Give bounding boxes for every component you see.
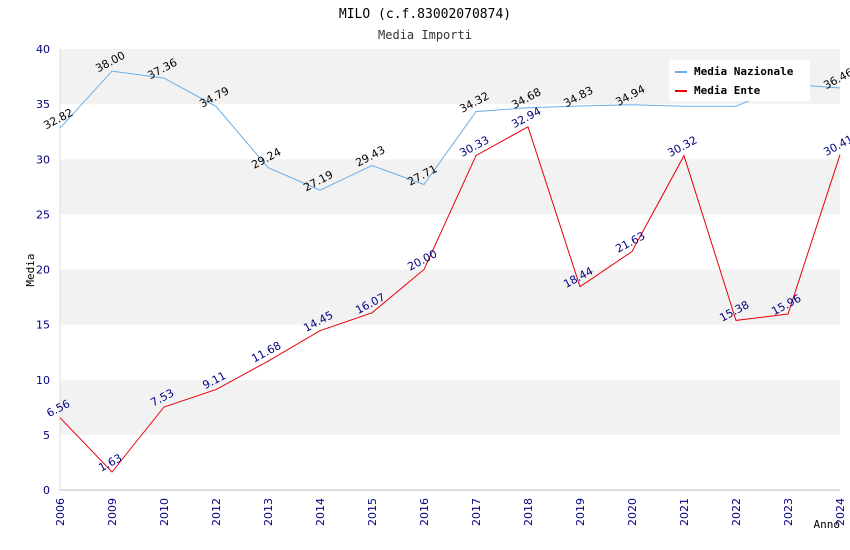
legend-label-nazionale: Media Nazionale [694,65,794,78]
legend-box [669,60,810,101]
x-tick-label: 2024 [834,498,847,526]
legend-label-ente: Media Ente [694,84,761,97]
chart-subtitle: Media Importi [378,28,472,42]
legend: Media Nazionale Media Ente [669,60,810,101]
x-axis-ticks: 2006 2009 2010 2012 2013 2014 2015 2016 2017 2018… [54,498,847,526]
grid-bands [60,49,840,490]
x-tick-label: 2023 [782,498,795,526]
x-tick-label: 2018 [522,498,535,526]
x-tick-label: 2016 [418,498,431,526]
grid-band [60,324,840,380]
y-tick-label: 40 [36,43,50,56]
grid-band [60,214,840,270]
y-tick-label: 20 [36,264,50,277]
x-tick-label: 2015 [366,498,379,526]
series-line-media-nazionale [59,70,841,191]
y-tick-label: 30 [36,153,50,166]
y-axis-label: Media [24,253,37,286]
x-tick-label: 2022 [730,498,743,526]
x-tick-label: 2017 [470,498,483,526]
x-tick-label: 2021 [678,498,691,526]
x-tick-label: 2012 [210,498,223,526]
grid-band [60,159,840,215]
grid-band [60,269,840,325]
grid-band [60,379,840,435]
chart-title: MILO (c.f.83002070874) [339,7,511,22]
y-tick-label: 10 [36,374,50,387]
series-line-media-ente [59,126,841,473]
x-tick-label: 2019 [574,498,587,526]
series-lines [59,70,841,473]
x-axis-label: Anno [814,518,841,531]
y-tick-label: 35 [36,98,50,111]
x-tick-label: 2013 [262,498,275,526]
grid-band [60,104,840,160]
grid-band [60,434,840,490]
y-tick-label: 0 [43,484,50,497]
x-tick-label: 2014 [314,498,327,526]
x-tick-label: 2006 [54,498,67,526]
x-tick-label: 2020 [626,498,639,526]
y-axis-ticks: 0 5 10 15 20 25 30 35 40 [36,43,50,497]
y-tick-label: 5 [43,429,50,442]
y-tick-label: 25 [36,208,50,221]
y-tick-label: 15 [36,319,50,332]
x-tick-label: 2010 [158,498,171,526]
x-tick-label: 2009 [106,498,119,526]
